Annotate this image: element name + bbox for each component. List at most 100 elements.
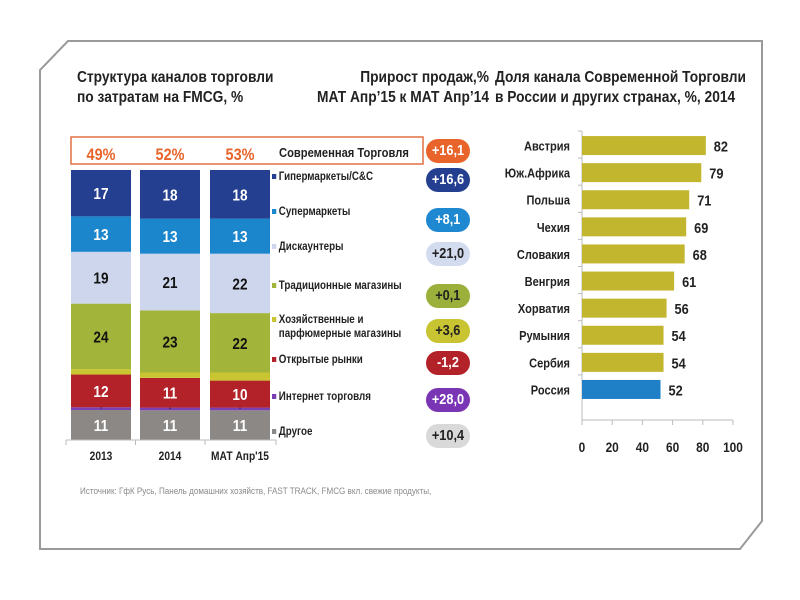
- bar-сербия: [582, 352, 664, 372]
- bar-segment-традиционные-магазины-2: [210, 313, 270, 373]
- category-label-словакия: Словакия: [517, 247, 570, 262]
- segment-label-открытые-рынки-2: 10: [232, 387, 247, 404]
- segment-label-дискаунтеры-0: 19: [93, 271, 108, 288]
- category-label-румыния: Румыния: [519, 328, 570, 343]
- modern-trade-share-0: 49%: [87, 146, 116, 164]
- category-label-юж-африка: Юж.Африка: [505, 166, 570, 181]
- segment-label-гипермаркеты-с-с-1: 18: [162, 187, 177, 204]
- legend-swatch: [272, 209, 277, 215]
- segment-label-традиционные-магазины-0: 24: [93, 329, 109, 346]
- bar-хорватия: [582, 298, 667, 318]
- segment-label-дискаунтеры-2: 22: [232, 276, 247, 293]
- bar-segment-открытые-рынки-1: [140, 377, 200, 408]
- bar-segment-супермаркеты-2: [210, 218, 270, 254]
- legend-swatch: [272, 317, 277, 323]
- x-tick-label-0: 0: [579, 439, 586, 455]
- category-label-венгрия: Венгрия: [525, 274, 570, 289]
- legend-label: Открытые рынки: [278, 354, 363, 366]
- category-label-польша: Польша: [526, 193, 570, 208]
- bar-segment-хозяйственные-и-парфюмерные-магазины-2: [210, 372, 270, 381]
- legend-item-гипермаркеты-с-с: Гипермаркеты/С&С: [272, 170, 373, 184]
- left-title-line2: по затратам на FMCG, %: [77, 89, 244, 106]
- category-label-австрия: Австрия: [524, 139, 570, 154]
- legend-label: Гипермаркеты/С&С: [278, 171, 374, 183]
- value-label-хорватия: 56: [675, 300, 689, 317]
- bar-segment-гипермаркеты-с-с-0: [71, 170, 131, 217]
- bar-segment-другое-1: [140, 410, 200, 440]
- x-tick-label-2: МАТ Апр'15: [211, 450, 269, 463]
- bar-россия: [582, 379, 661, 399]
- growth-pill-традиционные-магазины: +0,1: [426, 284, 470, 308]
- growth-pill-гипермаркеты-с-с: +16,6: [426, 168, 470, 192]
- legend-swatch: [272, 357, 277, 363]
- growth-pill-хозяйственные-и-парфюмерные-магазины: +3,6: [426, 319, 470, 343]
- legend-item-супермаркеты: Супермаркеты: [272, 205, 350, 219]
- segment-label-другое-2: 11: [233, 418, 247, 435]
- bar-segment-супермаркеты-1: [140, 218, 200, 254]
- bar-segment-традиционные-магазины-0: [71, 303, 131, 370]
- bar-чехия: [582, 217, 687, 237]
- segment-label-супермаркеты-2: 13: [232, 229, 247, 246]
- segment-label-гипермаркеты-с-с-0: 17: [93, 186, 108, 203]
- legend-item-традиционные-магазины: Традиционные магазины: [272, 279, 402, 293]
- bar-segment-гипермаркеты-с-с-2: [210, 170, 270, 219]
- growth-pill-интернет-торговля: +28,0: [426, 388, 470, 412]
- bar-segment-другое-0: [71, 410, 131, 440]
- source-note: Источник: ГфК Русь, Панель домашних хозя…: [80, 486, 432, 497]
- bar-польша: [582, 190, 690, 210]
- segment-label-супермаркеты-1: 13: [162, 229, 177, 246]
- value-label-австрия: 82: [714, 138, 728, 155]
- bar-segment-открытые-рынки-0: [71, 374, 131, 408]
- bar-австрия: [582, 136, 706, 156]
- value-label-румыния: 54: [672, 327, 686, 344]
- value-label-чехия: 69: [694, 219, 708, 236]
- mid-title-line1: Прирост продаж,%: [360, 69, 489, 86]
- x-tick-label-40: 40: [636, 439, 649, 455]
- modern-trade-share-2: 53%: [226, 146, 255, 164]
- modern-trade-share-1: 52%: [156, 146, 185, 164]
- segment-label-открытые-рынки-1: 11: [163, 386, 177, 403]
- legend-label: Дискаунтеры: [278, 241, 344, 253]
- category-label-сербия: Сербия: [529, 355, 570, 370]
- bar-segment-супермаркеты-0: [71, 216, 131, 252]
- segment-label-гипермаркеты-с-с-2: 18: [232, 187, 247, 204]
- legend-swatch: [272, 429, 277, 435]
- bar-словакия: [582, 244, 685, 264]
- x-tick-label-0: 2013: [90, 450, 113, 463]
- bar-юж-африка: [582, 163, 702, 183]
- category-label-россия: Россия: [531, 383, 570, 398]
- right-title-line2: в России и других странах, %, 2014: [495, 89, 736, 106]
- growth-column-title: Прирост продаж,% МАТ Апр’15 к МАТ Апр’14: [317, 68, 489, 108]
- bar-segment-дискаунтеры-1: [140, 253, 200, 311]
- bar-segment-дискаунтеры-0: [71, 251, 131, 304]
- value-label-словакия: 68: [693, 246, 707, 263]
- growth-pill-открытые-рынки: -1,2: [426, 351, 470, 375]
- legend-label: Другое: [278, 426, 313, 438]
- left-title-line1: Структура каналов торговли: [77, 69, 274, 86]
- value-label-сербия: 54: [672, 354, 686, 371]
- legend-label-line2: парфюмерные магазины: [278, 328, 402, 340]
- legend-item-дискаунтеры: Дискаунтеры: [272, 240, 343, 254]
- x-tick-label-100: 100: [723, 439, 743, 455]
- modern-trade-box: [70, 136, 424, 165]
- value-label-юж-африка: 79: [709, 165, 723, 182]
- segment-label-супермаркеты-0: 13: [93, 227, 108, 244]
- bar-румыния: [582, 325, 664, 345]
- legend-item-хозяйственные-и-парфюмерные-магазины: Хозяйственные и парфюмерные магазины: [272, 313, 401, 341]
- bar-segment-хозяйственные-и-парфюмерные-магазины-1: [140, 372, 200, 378]
- legend-label: Интернет торговля: [278, 391, 371, 403]
- legend-swatch: [272, 174, 277, 180]
- segment-label-другое-1: 11: [163, 418, 177, 435]
- category-label-хорватия: Хорватия: [518, 301, 570, 316]
- legend-label: Традиционные магазины: [278, 280, 402, 292]
- bar-segment-традиционные-магазины-1: [140, 310, 200, 373]
- legend-label: Супермаркеты: [278, 206, 351, 218]
- legend-item-открытые-рынки: Открытые рынки: [272, 353, 363, 367]
- bar-segment-дискаунтеры-2: [210, 253, 270, 314]
- legend-swatch: [272, 394, 277, 400]
- legend-label: Хозяйственные и: [278, 314, 364, 326]
- value-label-венгрия: 61: [682, 273, 696, 290]
- legend-swatch: [272, 244, 277, 250]
- modern-trade-label: Современная Торговля: [279, 145, 409, 160]
